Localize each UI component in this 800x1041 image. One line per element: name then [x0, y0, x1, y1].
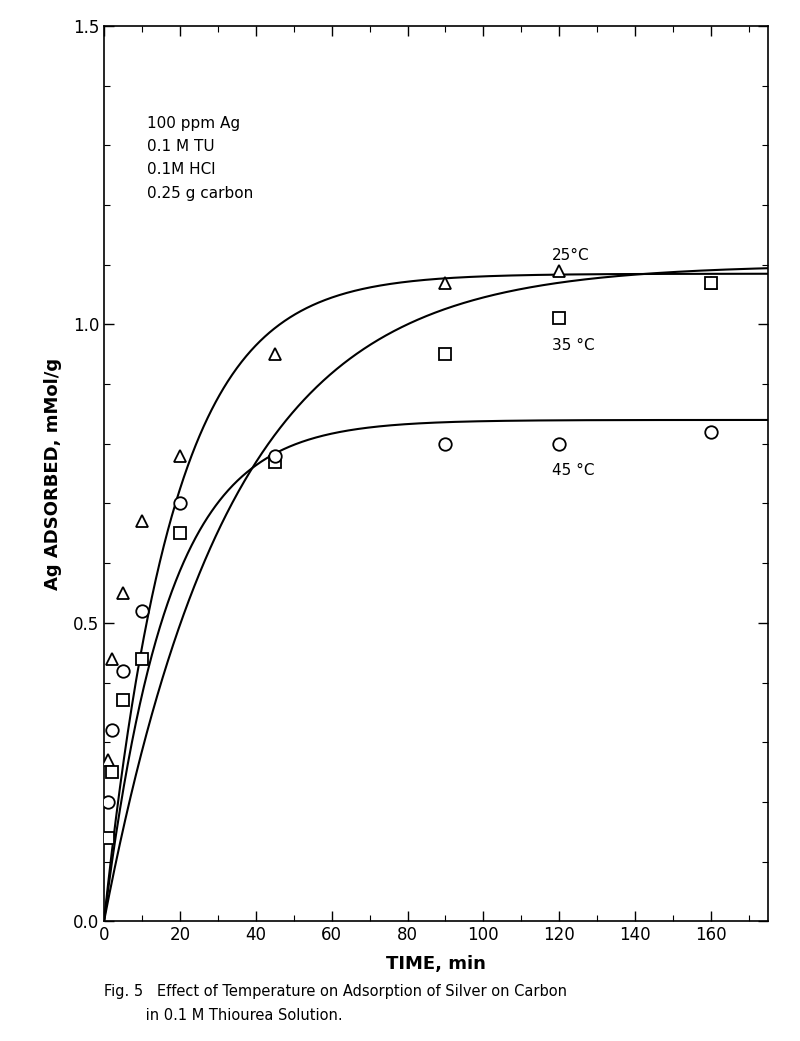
Text: Fig. 5   Effect of Temperature on Adsorption of Silver on Carbon: Fig. 5 Effect of Temperature on Adsorpti… — [104, 984, 567, 998]
Y-axis label: Ag ADSORBED, mMol/g: Ag ADSORBED, mMol/g — [44, 358, 62, 589]
Text: 45 °C: 45 °C — [552, 463, 594, 478]
Text: 100 ppm Ag
0.1 M TU
0.1M HCl
0.25 g carbon: 100 ppm Ag 0.1 M TU 0.1M HCl 0.25 g carb… — [147, 116, 254, 201]
X-axis label: TIME, min: TIME, min — [386, 956, 486, 973]
Text: 25°C: 25°C — [552, 249, 590, 263]
Text: 35 °C: 35 °C — [552, 338, 594, 353]
Text: in 0.1 M Thiourea Solution.: in 0.1 M Thiourea Solution. — [104, 1008, 342, 1022]
